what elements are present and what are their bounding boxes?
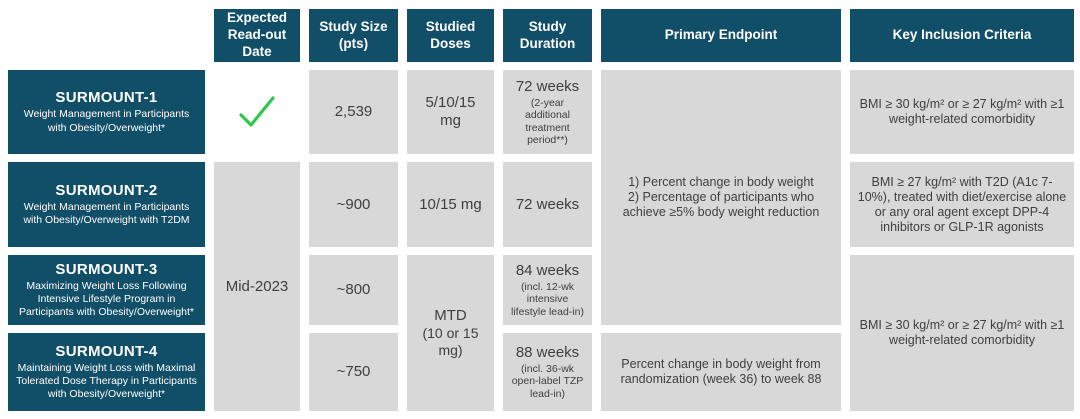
doses-cell-merged: MTD (10 or 15 mg): [407, 255, 494, 411]
trial-name: SURMOUNT-3: [55, 260, 158, 278]
header-study-duration: Study Duration: [503, 9, 592, 62]
trial-description: Maintaining Weight Loss with Maximal Tol…: [16, 361, 197, 401]
trial-name: SURMOUNT-2: [55, 181, 158, 199]
duration-cell: 72 weeks (2-year additional treatment pe…: [503, 70, 592, 154]
study-size-cell: ~750: [309, 333, 398, 411]
header-studied-doses: Studied Doses: [407, 9, 494, 62]
readout-date-cell: Mid-2023: [214, 162, 300, 411]
endpoint-cell: Percent change in body weight from rando…: [601, 333, 841, 411]
trial-card-surmount-1: SURMOUNT-1 Weight Management in Particip…: [8, 70, 205, 154]
study-size-cell: ~900: [309, 162, 398, 247]
inclusion-cell-merged: BMI ≥ 30 kg/m² or ≥ 27 kg/m² with ≥1 wei…: [850, 255, 1074, 411]
duration-cell: 72 weeks: [503, 162, 592, 247]
duration-main: 88 weeks: [515, 344, 580, 362]
duration-cell: 88 weeks (incl. 36-wk open-label TZP lea…: [503, 333, 592, 411]
duration-main: 84 weeks: [515, 262, 580, 280]
duration-main: 72 weeks: [515, 78, 580, 96]
readout-check-cell: [214, 70, 300, 154]
header-study-size: Study Size (pts): [309, 9, 398, 62]
endpoint-cell-merged: 1) Percent change in body weight 2) Perc…: [601, 70, 841, 325]
study-size-cell: ~800: [309, 255, 398, 325]
trial-card-surmount-2: SURMOUNT-2 Weight Management in Particip…: [8, 162, 205, 247]
duration-note: (incl. 36-wk open-label TZP lead-in): [511, 363, 584, 400]
trial-card-surmount-3: SURMOUNT-3 Maximizing Weight Loss Follow…: [8, 255, 205, 325]
inclusion-cell: BMI ≥ 27 kg/m² with T2D (A1c 7-10%), tre…: [850, 162, 1074, 247]
doses-note: (10 or 15 mg): [422, 325, 479, 358]
duration-note: (2-year additional treatment period**): [525, 97, 570, 146]
header-key-inclusion-criteria: Key Inclusion Criteria: [850, 9, 1074, 62]
duration-cell: 84 weeks (incl. 12-wk intensive lifestyl…: [503, 255, 592, 325]
checkmark-icon: [239, 96, 275, 127]
doses-main: MTD: [434, 307, 467, 325]
doses-cell: 10/15 mg: [407, 162, 494, 247]
trial-description: Weight Management in Participants with O…: [23, 108, 190, 134]
inclusion-cell: BMI ≥ 30 kg/m² or ≥ 27 kg/m² with ≥1 wei…: [850, 70, 1074, 154]
duration-note: (incl. 12-wk intensive lifestyle lead-in…: [511, 281, 584, 318]
trial-name: SURMOUNT-4: [55, 342, 158, 360]
header-primary-endpoint: Primary Endpoint: [601, 9, 841, 62]
header-expected-readout: Expected Read-out Date: [214, 9, 300, 62]
trial-description: Weight Management in Participants with O…: [23, 200, 190, 226]
trial-card-surmount-4: SURMOUNT-4 Maintaining Weight Loss with …: [8, 333, 205, 411]
trial-name: SURMOUNT-1: [55, 89, 158, 107]
trial-description: Maximizing Weight Loss Following Intensi…: [18, 279, 195, 319]
study-size-cell: 2,539: [309, 70, 398, 154]
doses-cell: 5/10/15 mg: [407, 70, 494, 154]
